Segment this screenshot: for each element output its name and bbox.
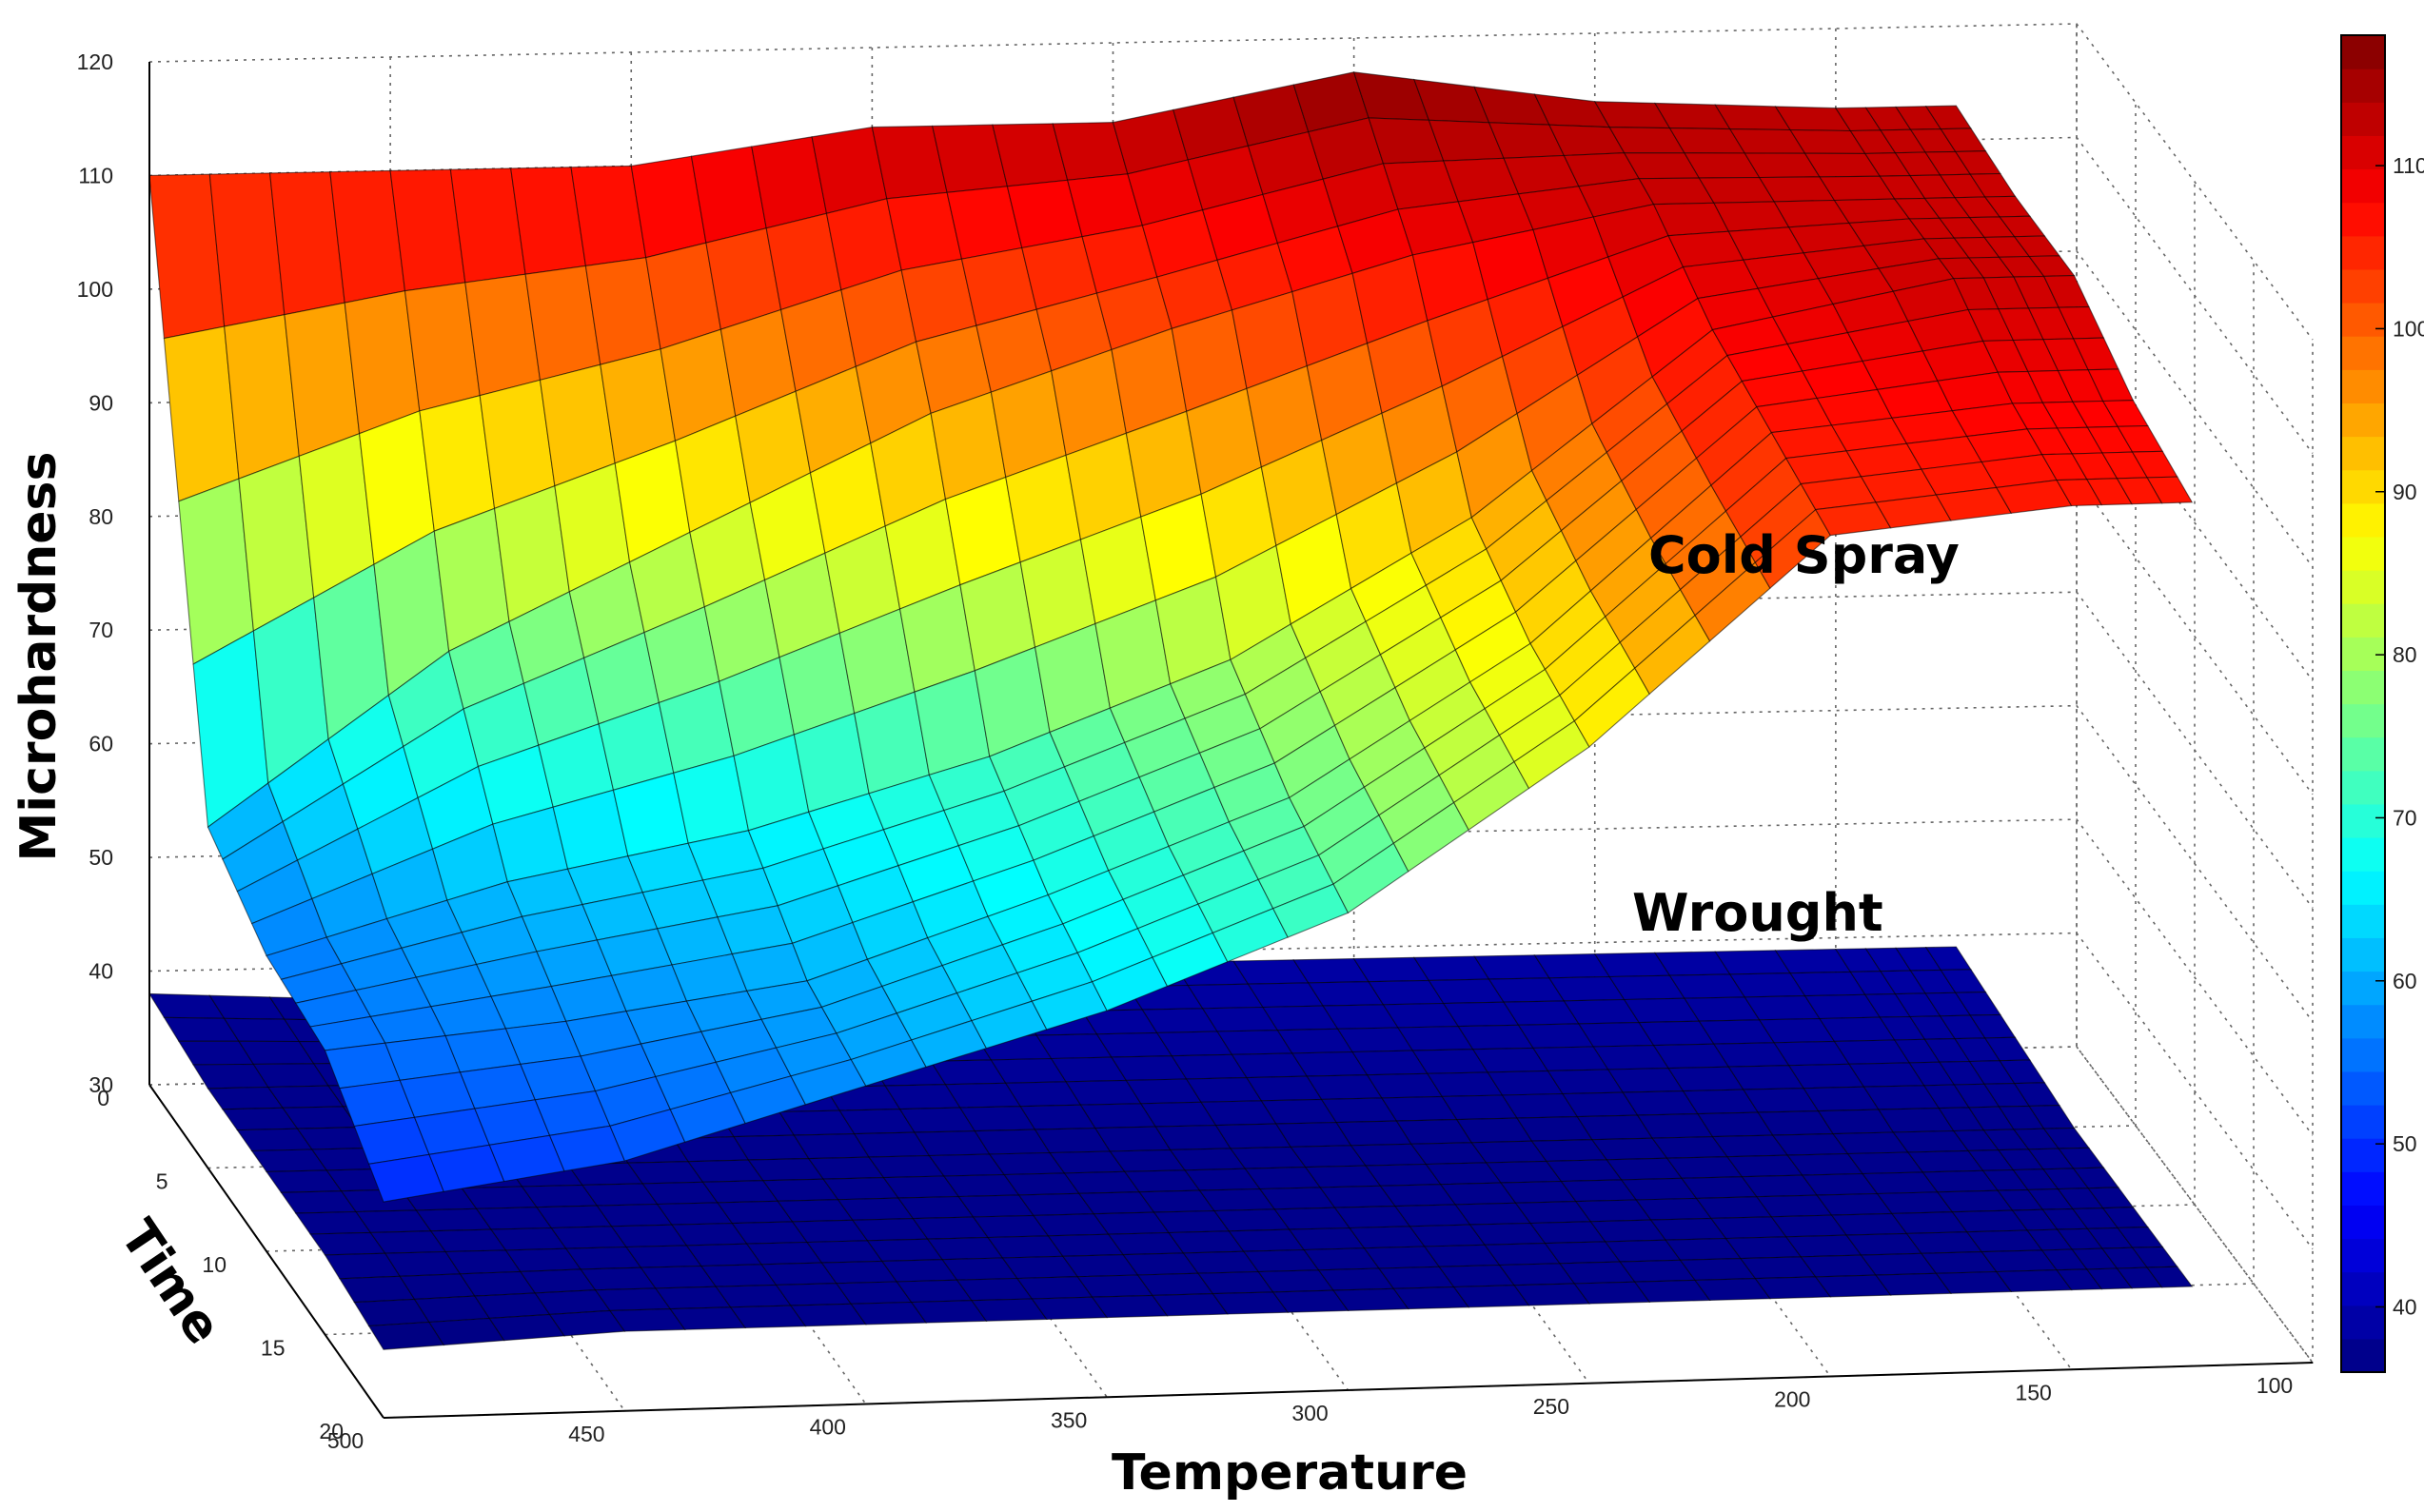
colorbar-band bbox=[2341, 168, 2385, 204]
colorbar-band bbox=[2341, 1271, 2385, 1306]
x-tick-label: 350 bbox=[1051, 1407, 1087, 1432]
colorbar-tick-label: 70 bbox=[2393, 805, 2417, 830]
z-tick-label: 120 bbox=[77, 49, 113, 74]
colorbar-tick-label: 50 bbox=[2393, 1131, 2417, 1156]
z-tick-label: 110 bbox=[78, 163, 113, 187]
temperature-axis-line bbox=[383, 1362, 2314, 1419]
colorbar-tick-label: 40 bbox=[2393, 1294, 2417, 1319]
colorbar-band bbox=[2341, 1305, 2385, 1340]
colorbar-band bbox=[2341, 871, 2385, 905]
colorbar-band bbox=[2341, 102, 2385, 136]
colorbar-band bbox=[2341, 469, 2385, 504]
colorbar-tick-label: 60 bbox=[2393, 969, 2417, 993]
surface-meshes bbox=[148, 71, 2194, 1350]
colorbar-band bbox=[2341, 803, 2385, 838]
y-tick-label: 5 bbox=[156, 1169, 168, 1194]
wrought-mesh-cell bbox=[2146, 1266, 2194, 1288]
colorbar-band bbox=[2341, 235, 2385, 270]
x-tick-label: 450 bbox=[568, 1422, 604, 1446]
colorbar-band bbox=[2341, 570, 2385, 604]
colorbar-band bbox=[2341, 268, 2385, 304]
colorbar-band bbox=[2341, 1205, 2385, 1240]
x-tick-label: 200 bbox=[1774, 1387, 1810, 1412]
x-tick-label: 400 bbox=[810, 1415, 846, 1440]
time-axis-line bbox=[148, 1084, 384, 1419]
colorbar-band bbox=[2341, 369, 2385, 403]
z-tick-label: 100 bbox=[77, 277, 113, 302]
colorbar-tick-label: 90 bbox=[2393, 480, 2417, 504]
z-tick-label: 60 bbox=[89, 732, 113, 756]
z-tick-label: 70 bbox=[89, 618, 113, 642]
colorbar-band bbox=[2341, 403, 2385, 438]
colorbar-band bbox=[2341, 770, 2385, 805]
y-tick-label: 20 bbox=[319, 1419, 344, 1443]
y-tick-label: 0 bbox=[97, 1086, 109, 1110]
colorbar-band bbox=[2341, 736, 2385, 772]
colorbar-band bbox=[2341, 336, 2385, 370]
cold-spray-annotation: Cold Spray bbox=[1648, 525, 1960, 585]
colorbar-band bbox=[2341, 1037, 2385, 1072]
colorbar-band bbox=[2341, 1171, 2385, 1206]
colorbar-band bbox=[2341, 1238, 2385, 1273]
colorbar-band bbox=[2341, 202, 2385, 237]
colorbar-band bbox=[2341, 35, 2385, 69]
z-axis-label: Microhardness bbox=[10, 452, 68, 862]
colorbar-band bbox=[2341, 69, 2385, 103]
y-axis-label: Time bbox=[108, 1210, 232, 1355]
colorbar-band bbox=[2341, 603, 2385, 638]
colorbar-tick-label: 110 bbox=[2393, 153, 2424, 178]
axes bbox=[148, 62, 2314, 1419]
colorbar-band bbox=[2341, 1338, 2385, 1373]
colorbar-band bbox=[2341, 703, 2385, 738]
colorbar-bands bbox=[2341, 35, 2385, 1373]
colorbar-band bbox=[2341, 135, 2385, 170]
colorbar: 40 50 60 70 80 90 100 110 bbox=[2340, 34, 2424, 1373]
colorbar-ticks: 40 50 60 70 80 90 100 110 bbox=[2375, 153, 2424, 1319]
colorbar-frame bbox=[2340, 34, 2386, 1373]
colorbar-band bbox=[2341, 937, 2385, 972]
x-tick-label: 300 bbox=[1291, 1401, 1328, 1425]
colorbar-band bbox=[2341, 670, 2385, 705]
z-tick-label: 90 bbox=[89, 390, 113, 415]
z-tick-label: 30 bbox=[89, 1072, 113, 1097]
colorbar-band bbox=[2341, 637, 2385, 671]
x-tick-label: 250 bbox=[1533, 1394, 1569, 1419]
colorbar-band bbox=[2341, 303, 2385, 337]
z-tick-label: 50 bbox=[89, 845, 113, 870]
colorbar-band bbox=[2341, 536, 2385, 571]
wrought-annotation: Wrought bbox=[1632, 883, 1883, 943]
y-tick-label: 15 bbox=[261, 1336, 286, 1361]
colorbar-tick-label: 80 bbox=[2393, 642, 2417, 667]
colorbar-band bbox=[2341, 436, 2385, 471]
gridline-x bbox=[2076, 24, 2314, 1364]
colorbar-band bbox=[2341, 502, 2385, 538]
colorbar-band bbox=[2341, 1004, 2385, 1039]
colorbar-band bbox=[2341, 1105, 2385, 1139]
x-axis-label: Temperature bbox=[1112, 1444, 1468, 1502]
colorbar-band bbox=[2341, 1070, 2385, 1106]
x-tick-label: 150 bbox=[2015, 1380, 2051, 1404]
colorbar-band bbox=[2341, 904, 2385, 938]
y-tick-label: 10 bbox=[202, 1252, 227, 1277]
cold-spray-surface bbox=[148, 71, 2194, 1203]
x-tick-label: 100 bbox=[2256, 1373, 2293, 1398]
colorbar-tick-label: 100 bbox=[2393, 316, 2424, 341]
x-tick-label: 500 bbox=[327, 1428, 364, 1453]
z-tick-label: 40 bbox=[89, 959, 113, 984]
z-tick-label: 80 bbox=[89, 504, 113, 529]
colorbar-band bbox=[2341, 971, 2385, 1006]
colorbar-band bbox=[2341, 837, 2385, 872]
cold-spray-mesh-cell bbox=[2146, 476, 2194, 504]
